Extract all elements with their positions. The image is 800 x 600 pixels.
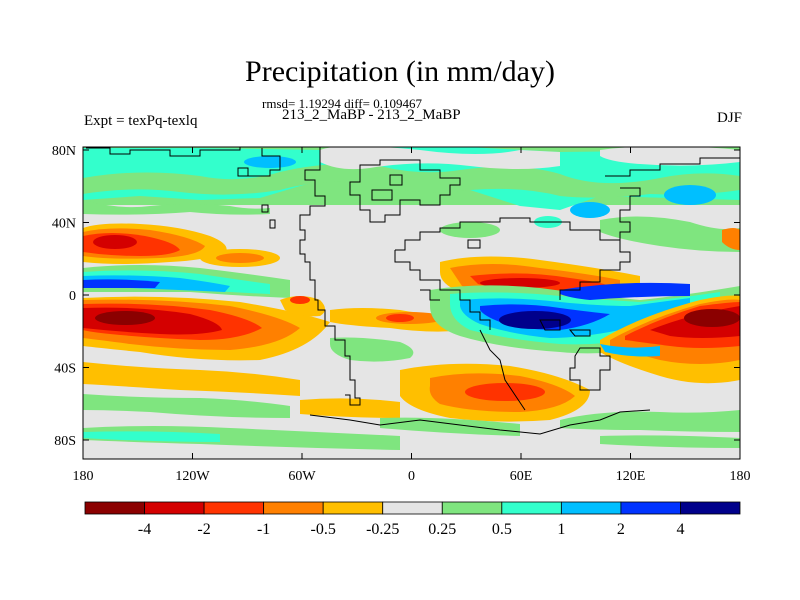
colorbar-label: -2	[197, 521, 210, 538]
colorbar-swatch	[620, 501, 681, 515]
lat-tick-label: 80N	[52, 144, 76, 159]
lat-tick-label: 0	[69, 289, 76, 304]
lat-tick-label: 40N	[52, 217, 76, 232]
colorbar: -4 -2 -1 -0.5 -0.25 0.25 0.5 1 2 4	[84, 501, 741, 538]
stats-text: rmsd= 1.19294 diff= 0.109467	[262, 96, 422, 111]
lon-tick-label: 120W	[175, 469, 210, 484]
colorbar-swatch	[203, 501, 265, 515]
colorbar-label: 0.25	[428, 521, 456, 538]
colorbar-swatch	[144, 501, 205, 515]
season-label: DJF	[716, 110, 742, 126]
lon-tick-label: 0	[408, 469, 415, 484]
colorbar-label: -0.5	[311, 521, 336, 538]
colorbar-swatch	[382, 501, 443, 515]
colorbar-swatch	[263, 501, 324, 515]
south-pacific-dry-band	[83, 296, 330, 361]
lat-tick-label: 80S	[54, 434, 76, 449]
north-pacific-dry-band	[83, 223, 740, 267]
colorbar-swatch	[441, 501, 503, 515]
equatorial-wet-band	[83, 265, 290, 298]
experiment-label: Expt = texPq-texlq	[84, 113, 198, 129]
plot-title: Precipitation (in mm/day)	[245, 55, 555, 88]
colorbar-label: 0.5	[492, 521, 512, 538]
coastlines	[86, 147, 740, 435]
colorbar-swatch	[322, 501, 384, 515]
axes: 180 120W 60W 0 60E 120E 180 80N 40N 0 40S 80S	[52, 144, 751, 484]
south-west-pacific-dry	[600, 295, 740, 384]
southern-midlatitude	[83, 337, 740, 450]
colorbar-swatch	[84, 501, 145, 515]
colorbar-swatch	[560, 501, 622, 515]
subtitle: 213_2_MaBP - 213_2_MaBP	[282, 107, 461, 123]
colorbar-swatch	[501, 501, 562, 515]
precipitation-field	[83, 147, 740, 459]
colorbar-label: 4	[676, 521, 684, 538]
lon-tick-label: 60W	[288, 469, 316, 484]
colorbar-label: -4	[138, 521, 151, 538]
colorbar-swatch	[680, 501, 741, 515]
lon-tick-label: 180	[73, 469, 94, 484]
lon-tick-label: 180	[730, 469, 751, 484]
colorbar-label: 2	[617, 521, 625, 538]
lon-tick-label: 120E	[616, 469, 646, 484]
lon-tick-label: 60E	[510, 469, 533, 484]
colorbar-label: 1	[557, 521, 565, 538]
lat-tick-label: 40S	[54, 362, 76, 377]
colorbar-label: -0.25	[366, 521, 399, 538]
north-positive-band	[83, 147, 740, 252]
colorbar-label: -1	[257, 521, 270, 538]
